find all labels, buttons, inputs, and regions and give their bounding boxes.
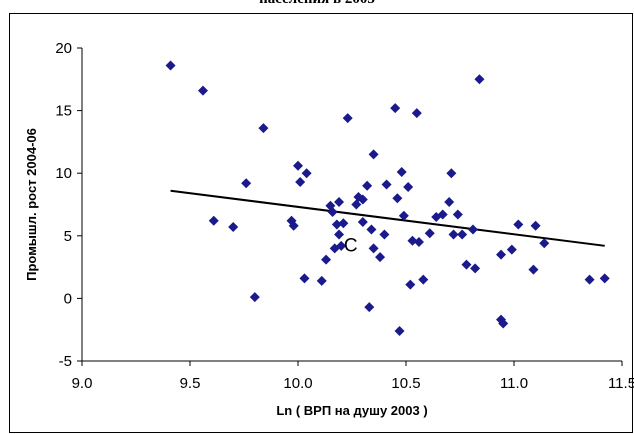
data-point (228, 222, 239, 233)
data-point (513, 219, 524, 230)
data-point (394, 325, 405, 336)
data-point (390, 103, 401, 114)
y-tick-label: 20 (55, 40, 72, 57)
data-point (474, 74, 485, 85)
data-point (336, 240, 347, 251)
data-point (467, 224, 478, 235)
data-point (496, 249, 507, 260)
annotation-label: C (344, 236, 358, 257)
x-tick-label: 10.0 (283, 375, 312, 392)
data-point (375, 252, 386, 263)
data-point (249, 292, 260, 303)
data-point (398, 210, 409, 221)
data-point (506, 244, 517, 255)
data-point (457, 229, 468, 240)
data-point (338, 218, 349, 229)
data-point (316, 275, 327, 286)
data-point (498, 318, 509, 329)
data-point (295, 176, 306, 187)
data-point (288, 220, 299, 231)
data-point (364, 302, 375, 313)
data-point (334, 196, 345, 207)
chart-frame (9, 13, 633, 433)
y-tick-label: 15 (55, 103, 72, 120)
trendline-group (170, 189, 605, 247)
data-point (470, 263, 481, 274)
x-axis-title: Ln ( ВРП на душу 2003 ) (276, 403, 427, 418)
data-point (403, 181, 414, 192)
data-point (539, 238, 550, 249)
x-tick-label: 11.0 (500, 375, 528, 392)
data-point (407, 235, 418, 246)
data-point (321, 254, 332, 265)
data-point (331, 219, 342, 230)
data-point (362, 180, 373, 191)
data-point (165, 60, 176, 71)
data-point (599, 273, 610, 284)
chart-title: населения в 2003 (0, 0, 634, 8)
data-point (411, 108, 422, 119)
data-point (357, 194, 368, 205)
trendline (170, 189, 605, 247)
data-point (452, 209, 463, 220)
data-point (293, 160, 303, 171)
data-point (197, 85, 208, 96)
data-point (368, 149, 379, 160)
y-tick-label: -5 (59, 353, 72, 370)
x-tick-label: 9.0 (72, 375, 93, 392)
y-tick-label: 5 (64, 228, 72, 245)
data-point (258, 123, 269, 134)
data-point (418, 274, 429, 285)
y-tick-label: 0 (64, 290, 72, 307)
data-point (368, 243, 379, 254)
data-point (366, 224, 377, 235)
data-point (405, 279, 416, 290)
data-point (446, 168, 457, 179)
x-tick-label: 11.5 (608, 375, 634, 392)
data-point (584, 274, 595, 285)
data-point (437, 209, 448, 220)
data-point (334, 229, 345, 240)
data-point (528, 264, 539, 275)
data-point (392, 193, 403, 204)
data-point (351, 199, 362, 210)
x-tick-label: 10.5 (391, 375, 420, 392)
data-point (357, 217, 368, 228)
data-point (413, 237, 424, 248)
tick-labels: -5 0 5 10 15 20 9.0 9.5 10.0 10.5 11.0 11.5 (55, 40, 634, 392)
axes (77, 47, 623, 366)
x-tick-label: 9.5 (180, 375, 201, 392)
data-point (381, 179, 392, 190)
y-tick-label: 10 (55, 165, 72, 182)
data-point (448, 229, 459, 240)
data-point (301, 168, 312, 179)
data-point (379, 229, 390, 240)
data-point (342, 113, 353, 124)
data-point (444, 196, 455, 207)
data-point (530, 220, 541, 231)
data-point (299, 273, 310, 284)
data-point (424, 228, 435, 239)
data-point (396, 166, 407, 177)
data-point (461, 259, 472, 270)
data-point (208, 215, 219, 226)
data-point (327, 207, 338, 218)
data-point (241, 178, 252, 189)
data-points (165, 60, 610, 336)
y-axis-title: Промышл. рост 2004-06 (24, 128, 39, 281)
